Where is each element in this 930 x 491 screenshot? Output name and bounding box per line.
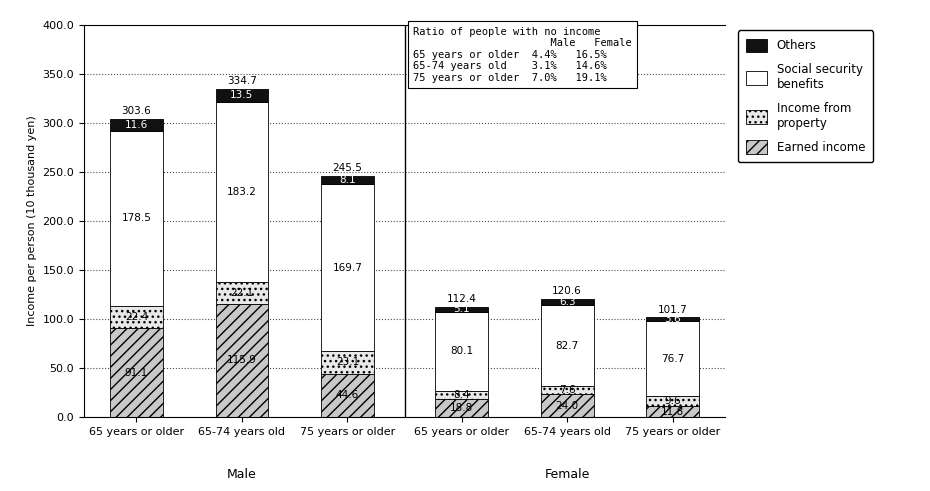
Text: 178.5: 178.5 xyxy=(122,213,152,223)
Text: 5.1: 5.1 xyxy=(454,304,470,314)
Bar xyxy=(110,306,163,328)
Text: 120.6: 120.6 xyxy=(552,286,582,296)
Text: 23.1: 23.1 xyxy=(336,357,359,367)
Text: 245.5: 245.5 xyxy=(332,164,363,173)
Bar xyxy=(321,176,374,184)
Text: 334.7: 334.7 xyxy=(227,76,257,86)
Bar xyxy=(541,305,593,386)
Bar xyxy=(646,318,699,321)
Text: 82.7: 82.7 xyxy=(555,341,578,351)
Bar xyxy=(216,282,268,303)
Bar xyxy=(646,396,699,406)
Text: 7.6: 7.6 xyxy=(559,385,576,395)
Bar xyxy=(321,351,374,374)
Y-axis label: Income per person (10 thousand yen): Income per person (10 thousand yen) xyxy=(27,115,36,327)
Text: 8.4: 8.4 xyxy=(454,390,470,400)
Bar xyxy=(216,89,268,102)
Text: 44.6: 44.6 xyxy=(336,390,359,401)
Text: 91.1: 91.1 xyxy=(125,368,148,378)
Text: 8.1: 8.1 xyxy=(339,175,355,185)
Text: 11.8: 11.8 xyxy=(661,407,684,416)
Text: 22.1: 22.1 xyxy=(231,288,254,298)
Bar xyxy=(435,391,488,399)
Bar xyxy=(435,307,488,312)
Text: 169.7: 169.7 xyxy=(332,263,363,273)
Bar xyxy=(541,299,593,305)
Legend: Others, Social security
benefits, Income from
property, Earned income: Others, Social security benefits, Income… xyxy=(737,30,873,163)
Bar xyxy=(435,312,488,391)
Bar xyxy=(110,328,163,417)
Bar xyxy=(110,131,163,306)
Text: Male: Male xyxy=(227,468,257,481)
Text: 80.1: 80.1 xyxy=(450,346,473,356)
Text: 6.3: 6.3 xyxy=(559,297,576,307)
Bar xyxy=(216,102,268,282)
Text: 101.7: 101.7 xyxy=(658,304,687,315)
Text: 3.6: 3.6 xyxy=(664,314,681,324)
Text: 112.4: 112.4 xyxy=(446,294,477,304)
Text: 303.6: 303.6 xyxy=(122,106,152,116)
Bar xyxy=(321,374,374,417)
Text: Ratio of people with no income
                      Male   Female
65 years or o: Ratio of people with no income Male Fema… xyxy=(413,27,632,83)
Text: 76.7: 76.7 xyxy=(661,354,684,364)
Bar xyxy=(216,303,268,417)
Text: 13.5: 13.5 xyxy=(231,90,254,100)
Text: 22.4: 22.4 xyxy=(125,312,148,322)
Text: 24.0: 24.0 xyxy=(555,401,578,410)
Bar xyxy=(110,119,163,131)
Bar xyxy=(646,406,699,417)
Text: Female: Female xyxy=(544,468,590,481)
Text: 9.6: 9.6 xyxy=(664,396,681,406)
Bar xyxy=(321,184,374,351)
Text: 18.8: 18.8 xyxy=(450,403,473,413)
Text: 115.9: 115.9 xyxy=(227,355,257,365)
Bar xyxy=(435,399,488,417)
Bar xyxy=(646,321,699,396)
Bar xyxy=(541,394,593,417)
Text: 183.2: 183.2 xyxy=(227,187,257,197)
Bar xyxy=(541,386,593,394)
Text: 11.6: 11.6 xyxy=(125,120,148,130)
